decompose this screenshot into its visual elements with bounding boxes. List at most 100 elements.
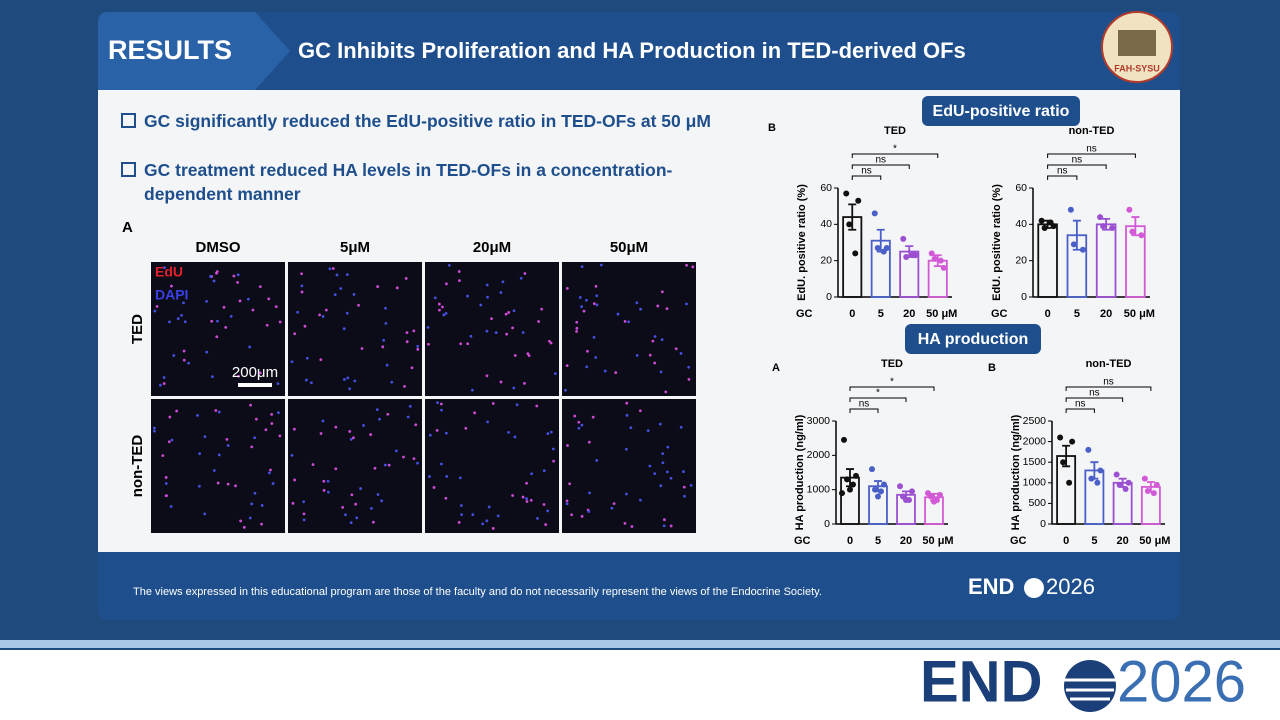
cell-dot [625, 492, 628, 496]
data-point [871, 210, 878, 217]
significance-label: ns [1072, 155, 1083, 166]
cell-dot [504, 312, 508, 316]
micrograph [288, 399, 422, 533]
x-tick-label: 5 [878, 308, 884, 320]
cell-dot [408, 404, 412, 408]
row-label: non-TED [129, 435, 146, 498]
cell-dot [369, 433, 373, 436]
slide-title: GC Inhibits Proliferation and HA Product… [298, 38, 966, 63]
cell-dot [505, 332, 509, 336]
cell-dot [512, 309, 516, 313]
significance-bracket [1065, 386, 1152, 391]
cell-dot [215, 271, 218, 275]
cell-dot [544, 523, 548, 526]
cell-dot [685, 302, 688, 306]
cell-dot [304, 378, 308, 382]
data-point [1138, 232, 1145, 239]
cell-dot [664, 390, 668, 394]
cell-dot [342, 378, 346, 381]
cell-dot [376, 285, 380, 288]
data-point [1129, 228, 1136, 235]
cell-dot [269, 468, 272, 472]
y-axis-label: HA production (ng/ml) [1010, 414, 1022, 530]
cell-dot [344, 513, 347, 517]
footer-brand: END [968, 574, 1014, 599]
cell-dot [270, 422, 274, 425]
data-point [869, 466, 875, 473]
cell-dot [183, 320, 187, 324]
cell-dot [586, 349, 589, 353]
cell-dot [511, 494, 515, 497]
cell-dot [164, 482, 168, 485]
cell-dot [349, 437, 353, 441]
cell-dot [651, 339, 655, 343]
data-point [931, 255, 938, 262]
cell-dot [250, 502, 254, 506]
cell-dot [254, 417, 258, 421]
cell-dot [328, 267, 332, 271]
cell-dot [290, 453, 294, 457]
cell-dot [333, 293, 337, 297]
cell-dot [612, 502, 616, 506]
cell-dot [665, 307, 669, 311]
scale-bar [238, 383, 272, 387]
data-point [1041, 224, 1048, 231]
data-point [874, 244, 881, 251]
x-axis-label: GC [991, 308, 1008, 320]
y-tick-label: 40 [1015, 218, 1027, 230]
significance-label: ns [1103, 377, 1114, 388]
cell-dot [682, 470, 685, 473]
cell-dot [236, 273, 240, 277]
data-point [1126, 206, 1133, 213]
data-point [847, 486, 853, 493]
cell-dot [674, 347, 678, 351]
significance-bracket [1047, 153, 1136, 158]
cell-dot [371, 520, 375, 524]
y-tick-label: 0 [1021, 291, 1027, 303]
cell-dot [580, 423, 584, 427]
cell-dot [321, 419, 325, 423]
cell-dot [250, 445, 254, 449]
cell-dot [198, 452, 202, 456]
cell-dot [582, 309, 586, 313]
cell-dot [565, 286, 569, 290]
x-tick-label: 0 [1063, 535, 1069, 547]
cell-dot [274, 305, 278, 308]
cell-dot [405, 340, 409, 344]
heading-pill [922, 96, 1080, 126]
x-tick-label: 20 [900, 535, 912, 547]
cell-dot [276, 382, 280, 386]
cell-dot [479, 303, 483, 307]
cell-dot [549, 430, 553, 434]
row-label: TED [129, 314, 146, 344]
cell-dot [512, 386, 516, 390]
cell-dot [507, 311, 511, 314]
cell-dot [546, 432, 550, 436]
cell-dot [521, 331, 525, 334]
cell-dot [152, 426, 156, 430]
data-point [1079, 246, 1086, 253]
cell-dot [342, 327, 346, 331]
cell-dot [585, 298, 588, 302]
data-point [1150, 490, 1157, 497]
cell-dot [585, 365, 589, 369]
cell-dot [646, 429, 650, 432]
cell-dot [214, 409, 218, 412]
cell-dot [187, 361, 191, 365]
cell-dot [237, 374, 240, 378]
cell-dot [360, 347, 364, 350]
cell-dot [203, 435, 207, 439]
edu-heading: EdU-positive ratio [933, 103, 1070, 120]
cell-dot [170, 438, 174, 442]
cell-dot [225, 437, 229, 441]
data-point [897, 483, 903, 490]
cell-dot [575, 326, 579, 330]
cell-dot [196, 414, 199, 417]
ha-heading: HA production [918, 331, 1029, 348]
cell-dot [293, 332, 297, 336]
cell-dot [459, 342, 463, 346]
cell-dot [253, 491, 257, 495]
significance-label: * [893, 144, 897, 155]
panel-label: B [768, 122, 776, 134]
y-tick-label: 2500 [1023, 415, 1047, 427]
